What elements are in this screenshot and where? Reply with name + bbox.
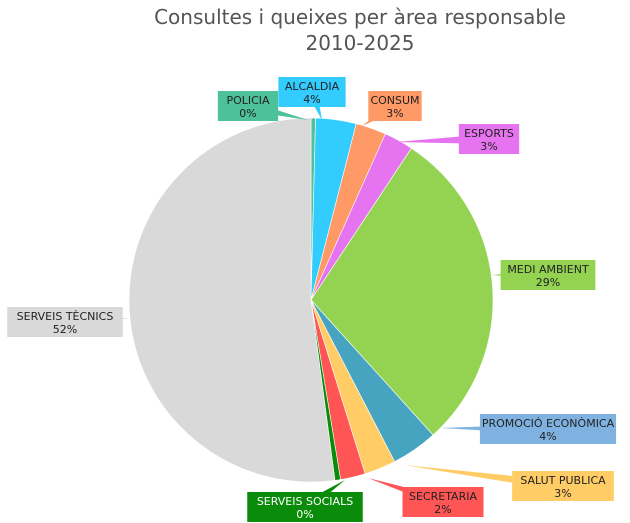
slice-label-esports: ESPORTS (464, 127, 514, 140)
slice-label-alcaldia: ALCALDIA (285, 80, 340, 93)
pie-slice-medi-ambient[interactable] (310, 147, 494, 436)
pie-slices (128, 117, 494, 483)
slice-label-secretaria: SECRETARIA (409, 490, 477, 503)
slice-label-promocio-economica: PROMOCIÓ ECONÒMICA (482, 417, 615, 430)
pie-slice-serveis-tecnics[interactable] (128, 117, 336, 483)
slice-percent-alcaldia: 4% (303, 93, 320, 106)
slice-percent-serveis-socials: 0% (296, 508, 313, 521)
slice-label-serveis-tecnics: SERVEIS TÈCNICS (17, 310, 114, 323)
callout-box-promocio-economica (479, 414, 617, 444)
slice-percent-serveis-tecnics: 52% (53, 323, 77, 336)
slice-percent-promocio-economica: 4% (539, 430, 556, 443)
slice-label-medi-ambient: MEDI AMBIENT (507, 263, 589, 276)
slice-percent-secretaria: 2% (434, 503, 451, 516)
callout-box-salut-publica (512, 471, 614, 501)
slice-percent-policia: 0% (239, 107, 256, 120)
callout-box-alcaldia (278, 77, 346, 107)
callout-box-medi-ambient (500, 260, 596, 290)
slice-label-salut-publica: SALUT PUBLICA (520, 474, 606, 487)
slice-percent-salut-publica: 3% (554, 487, 571, 500)
callout-box-serveis-socials (247, 492, 363, 522)
chart-title-line-1: Consultes i queixes per àrea responsable (154, 5, 566, 29)
callout-box-esports (458, 124, 520, 154)
slice-percent-esports: 3% (480, 140, 497, 153)
callout-box-secretaria (402, 487, 484, 517)
slice-percent-consum: 3% (386, 107, 403, 120)
slice-label-policia: POLICIA (226, 94, 270, 107)
chart-title-line-2: 2010-2025 (305, 31, 414, 55)
callout-box-consum (368, 91, 422, 121)
slice-label-serveis-socials: SERVEIS SOCIALS (257, 495, 353, 508)
callout-box-policia (217, 91, 279, 121)
slice-percent-medi-ambient: 29% (536, 276, 560, 289)
slice-label-consum: CONSUM (370, 94, 419, 107)
callout-box-serveis-tecnics (7, 307, 123, 337)
